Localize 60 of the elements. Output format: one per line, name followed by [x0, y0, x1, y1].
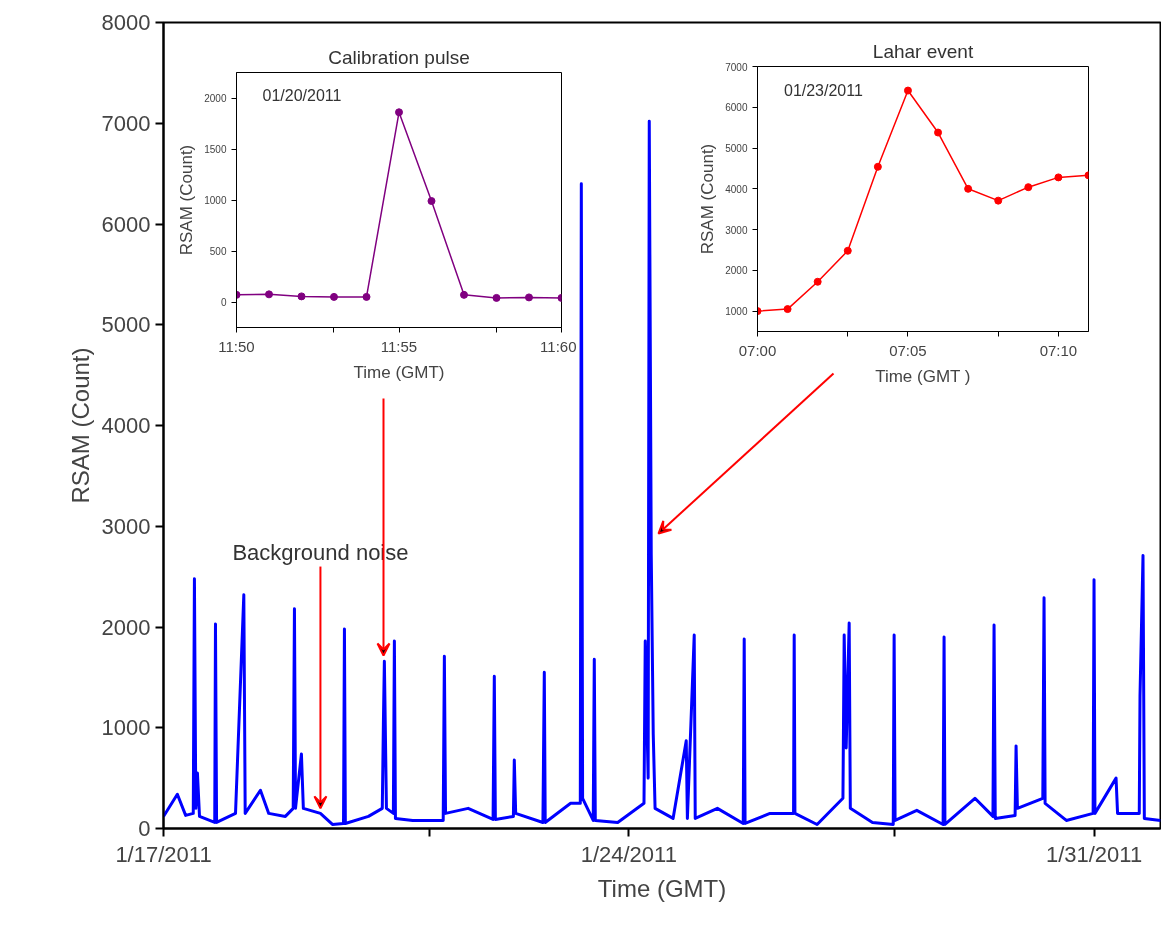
x-tick-label: 11:50 [218, 337, 255, 355]
y-tick-label: 7000 [725, 61, 748, 73]
line-series [163, 119, 1161, 826]
y-tick-label: 3000 [725, 224, 748, 236]
y-tick-label: 6000 [725, 102, 748, 114]
y-tick-label: 6000 [101, 211, 151, 237]
y-axis-title: RSAM (Count) [698, 143, 718, 255]
annotation: 01/23/2011 [783, 81, 863, 99]
y-tick-label: 1000 [204, 195, 227, 206]
point [843, 246, 852, 255]
y-axis-title: RSAM (Count) [66, 347, 94, 504]
point [1054, 173, 1063, 182]
x-axis-title: Time (GMT ) [875, 366, 971, 386]
chart-title: Calibration pulse [328, 46, 470, 68]
point [813, 277, 822, 286]
point [265, 290, 273, 299]
y-tick-label: 2000 [101, 614, 151, 640]
x-tick-label: 07:00 [738, 341, 777, 359]
point [460, 290, 468, 299]
point [525, 293, 533, 302]
annotation: 01/20/2011 [262, 86, 342, 104]
point [297, 292, 306, 301]
y-tick-label: 1500 [204, 144, 227, 155]
point [783, 305, 792, 314]
y-tick-label: 2000 [204, 93, 227, 104]
point [330, 292, 338, 301]
point [492, 293, 501, 302]
point [427, 197, 436, 206]
point [903, 86, 912, 95]
y-tick-label: 4000 [101, 413, 151, 438]
y-tick-label: 1000 [101, 715, 151, 741]
point [934, 128, 943, 137]
x-tick-label: 07:05 [889, 341, 927, 359]
x-tick-label: 1/24/2011 [580, 841, 677, 867]
y-tick-label: 7000 [101, 110, 151, 136]
point [873, 162, 882, 171]
y-axis-title: RSAM (Count) [177, 144, 197, 256]
y-tick-label: 500 [209, 246, 227, 257]
x-tick-label: 11:55 [380, 337, 418, 355]
point [994, 196, 1003, 205]
y-tick-label: 2000 [725, 265, 748, 277]
point [362, 292, 371, 301]
x-tick-label: 1/17/2011 [115, 841, 212, 867]
y-tick-label: 4000 [725, 183, 748, 195]
y-tick-label: 1000 [725, 306, 748, 318]
chart-title: Lahar event [872, 40, 974, 62]
x-axis-title: Time (GMT) [597, 874, 727, 902]
x-tick-label: 1/31/2011 [1045, 841, 1143, 867]
y-tick-label: 3000 [101, 513, 151, 539]
x-axis-title: Time (GMT) [353, 362, 445, 382]
y-tick-label: 5000 [101, 312, 151, 338]
y-tick-label: 8000 [101, 10, 151, 35]
point [395, 108, 403, 117]
y-tick-label: 5000 [725, 143, 748, 155]
x-tick-label: 11:60 [540, 337, 577, 355]
y-tick-label: 0 [220, 297, 227, 308]
x-tick-label: 07:10 [1039, 341, 1078, 359]
y-tick-label: 0 [138, 816, 151, 841]
point [1024, 183, 1033, 192]
point [964, 184, 973, 193]
